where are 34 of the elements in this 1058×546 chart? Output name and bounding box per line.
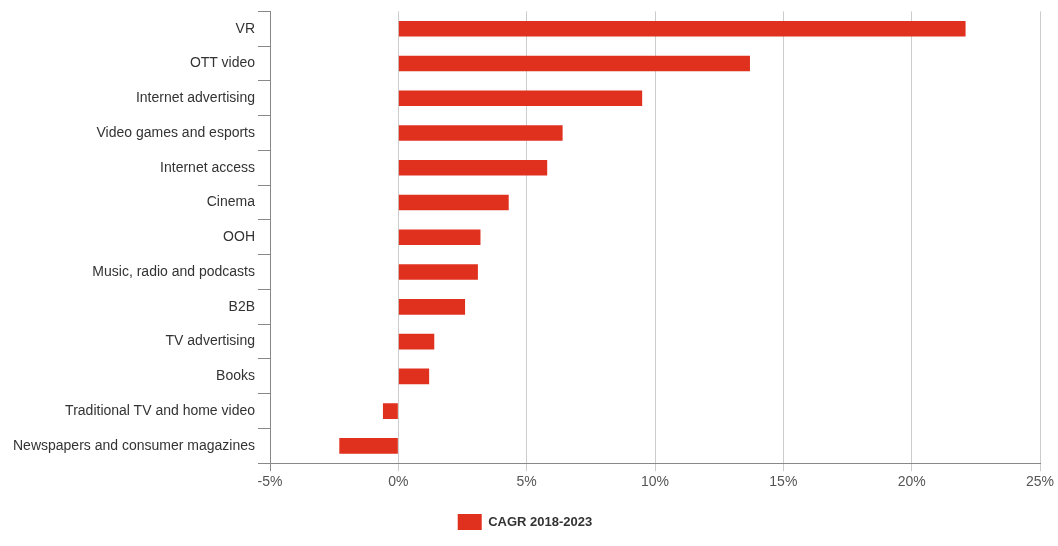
y-tick-label: Internet advertising — [135, 89, 256, 106]
x-tick-label: 20% — [897, 473, 926, 490]
x-tick-label: 0% — [388, 473, 409, 490]
y-tick-label: B2B — [228, 297, 256, 314]
y-tick-label: OOH — [223, 228, 256, 245]
bar — [398, 55, 750, 72]
y-tick-label: OTT video — [189, 54, 256, 71]
bar — [382, 403, 398, 419]
bar — [398, 125, 563, 141]
bar — [339, 438, 398, 454]
y-tick-label: Newspapers and consumer magazines — [13, 436, 256, 453]
y-tick-label: Cinema — [206, 193, 256, 210]
x-tick-label: 10% — [640, 473, 670, 490]
bar — [398, 264, 478, 280]
bar — [398, 298, 466, 315]
x-tick-label: -5% — [257, 473, 283, 490]
x-tick-label: 5% — [516, 473, 537, 490]
y-tick-label: Internet access — [160, 158, 256, 175]
bar — [398, 368, 430, 385]
bar — [398, 333, 435, 350]
y-tick-label: VR — [235, 19, 256, 36]
y-tick-label: Music, radio and podcasts — [92, 262, 256, 279]
legend-label: CAGR 2018-2023 — [488, 513, 593, 529]
bar — [398, 90, 643, 107]
bar — [398, 159, 548, 176]
bar — [398, 194, 509, 211]
y-tick-label: Traditional TV and home video — [65, 401, 256, 418]
x-tick-label: 15% — [769, 473, 798, 490]
y-tick-label: Books — [216, 367, 256, 384]
bar — [398, 229, 481, 246]
bar — [398, 20, 966, 37]
y-tick-label: TV advertising — [165, 332, 256, 349]
y-tick-label: Video games and esports — [96, 123, 256, 140]
x-tick-label: 25% — [1025, 473, 1055, 490]
